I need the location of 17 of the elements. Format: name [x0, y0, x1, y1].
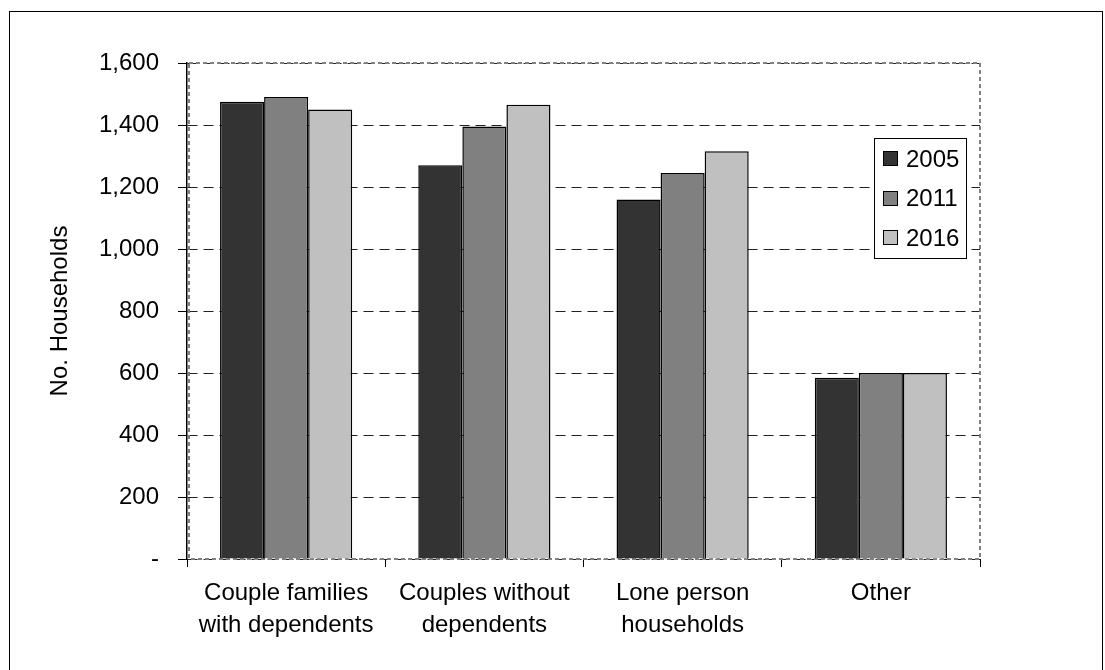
x-tick-label: Lone person households: [615, 577, 750, 638]
x-tick-label: Couples without dependents: [398, 577, 571, 638]
legend-label: 2016: [906, 223, 960, 251]
y-tick-label: 400: [118, 419, 159, 447]
y-tick-label: 200: [118, 481, 159, 509]
y-tick-label: 1,600: [98, 47, 159, 75]
y-axis-title: No. Households: [45, 225, 73, 397]
y-tick-label: 600: [118, 357, 159, 385]
legend-label: 2011: [906, 184, 958, 212]
y-tick-label: 1,000: [98, 233, 159, 261]
legend-label: 2005: [906, 144, 960, 172]
y-tick-label: 800: [118, 295, 159, 323]
x-tick-label: Couple families with dependents: [197, 577, 374, 638]
y-tick-label: 1,400: [98, 109, 159, 137]
x-tick-label: Other: [850, 577, 911, 605]
y-tick-label: 1,200: [98, 171, 159, 199]
y-tick-label: -: [151, 543, 159, 571]
